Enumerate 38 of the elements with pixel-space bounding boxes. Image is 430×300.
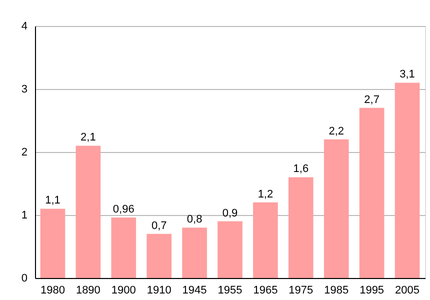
x-tick-label: 1995 — [360, 284, 384, 296]
data-label: 2,1 — [80, 132, 96, 144]
data-label: 0,8 — [186, 214, 202, 226]
bar — [40, 208, 66, 278]
x-tick-label: 1900 — [111, 284, 136, 296]
data-label: 2,2 — [328, 125, 344, 138]
bar — [146, 234, 172, 278]
bar — [288, 177, 314, 278]
x-tick-label: 1910 — [146, 284, 172, 296]
x-tick-label: 1965 — [253, 284, 278, 296]
bar — [394, 82, 420, 278]
bar — [253, 202, 278, 278]
data-label: 1,2 — [258, 188, 274, 200]
data-label: 3,1 — [400, 68, 415, 81]
bar — [324, 139, 349, 278]
data-label: 1,6 — [293, 163, 309, 176]
data-label: 1,1 — [45, 194, 60, 207]
x-tick-label: 1975 — [288, 284, 314, 296]
bar — [76, 146, 101, 278]
x-tick-label: 1980 — [40, 284, 65, 296]
data-label: 0,96 — [112, 204, 134, 216]
x-tick-label: 2005 — [395, 284, 420, 296]
data-label: 2,7 — [364, 94, 380, 106]
bar — [359, 108, 384, 278]
x-tick-label: 1890 — [76, 284, 100, 296]
x-tick-label: 1985 — [324, 284, 349, 296]
y-tick-label: 4 — [21, 20, 28, 32]
y-tick-label: 1 — [21, 210, 28, 222]
y-tick-label: 0 — [21, 272, 28, 284]
y-tick-label: 3 — [21, 84, 28, 96]
bar — [111, 218, 136, 278]
bar — [218, 221, 242, 278]
x-tick-label: 1945 — [182, 284, 207, 296]
bar — [182, 228, 207, 278]
data-label: 0,9 — [222, 207, 238, 220]
data-label: 0,7 — [151, 220, 167, 232]
x-tick-label: 1955 — [218, 284, 242, 296]
y-tick-label: 2 — [21, 146, 28, 158]
